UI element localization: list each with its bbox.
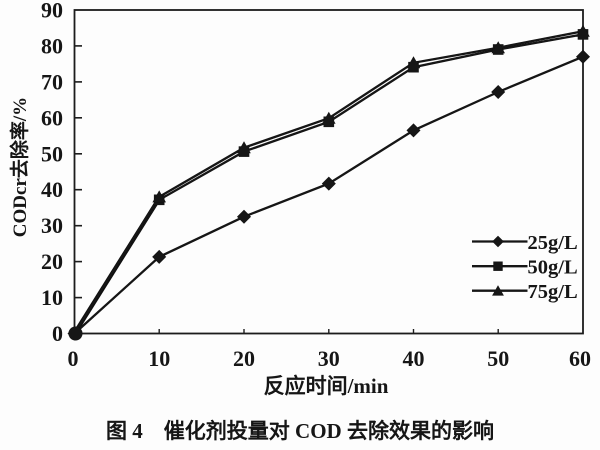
svg-text:50: 50: [41, 141, 63, 166]
svg-text:70: 70: [41, 69, 63, 94]
svg-text:25g/L: 25g/L: [528, 232, 578, 254]
svg-text:0: 0: [52, 321, 63, 346]
svg-text:75g/L: 75g/L: [528, 281, 578, 303]
svg-text:30: 30: [41, 213, 63, 238]
svg-text:90: 90: [41, 0, 63, 23]
svg-text:反应时间/min: 反应时间/min: [264, 374, 389, 398]
svg-text:30: 30: [318, 346, 340, 371]
svg-text:50g/L: 50g/L: [528, 257, 578, 279]
svg-text:0: 0: [68, 346, 79, 371]
svg-text:50: 50: [487, 346, 509, 371]
svg-text:60: 60: [569, 346, 591, 371]
svg-text:10: 10: [148, 346, 170, 371]
svg-text:20: 20: [41, 249, 63, 274]
svg-text:40: 40: [403, 346, 425, 371]
svg-text:20: 20: [233, 346, 255, 371]
svg-text:图 4 催化剂投量对 COD 去除效果的影响: 图 4 催化剂投量对 COD 去除效果的影响: [106, 419, 494, 443]
svg-text:60: 60: [41, 105, 63, 130]
svg-text:10: 10: [41, 285, 63, 310]
svg-text:40: 40: [41, 177, 63, 202]
svg-text:CODcr去除率/%: CODcr去除率/%: [8, 97, 31, 237]
svg-text:80: 80: [41, 33, 63, 58]
